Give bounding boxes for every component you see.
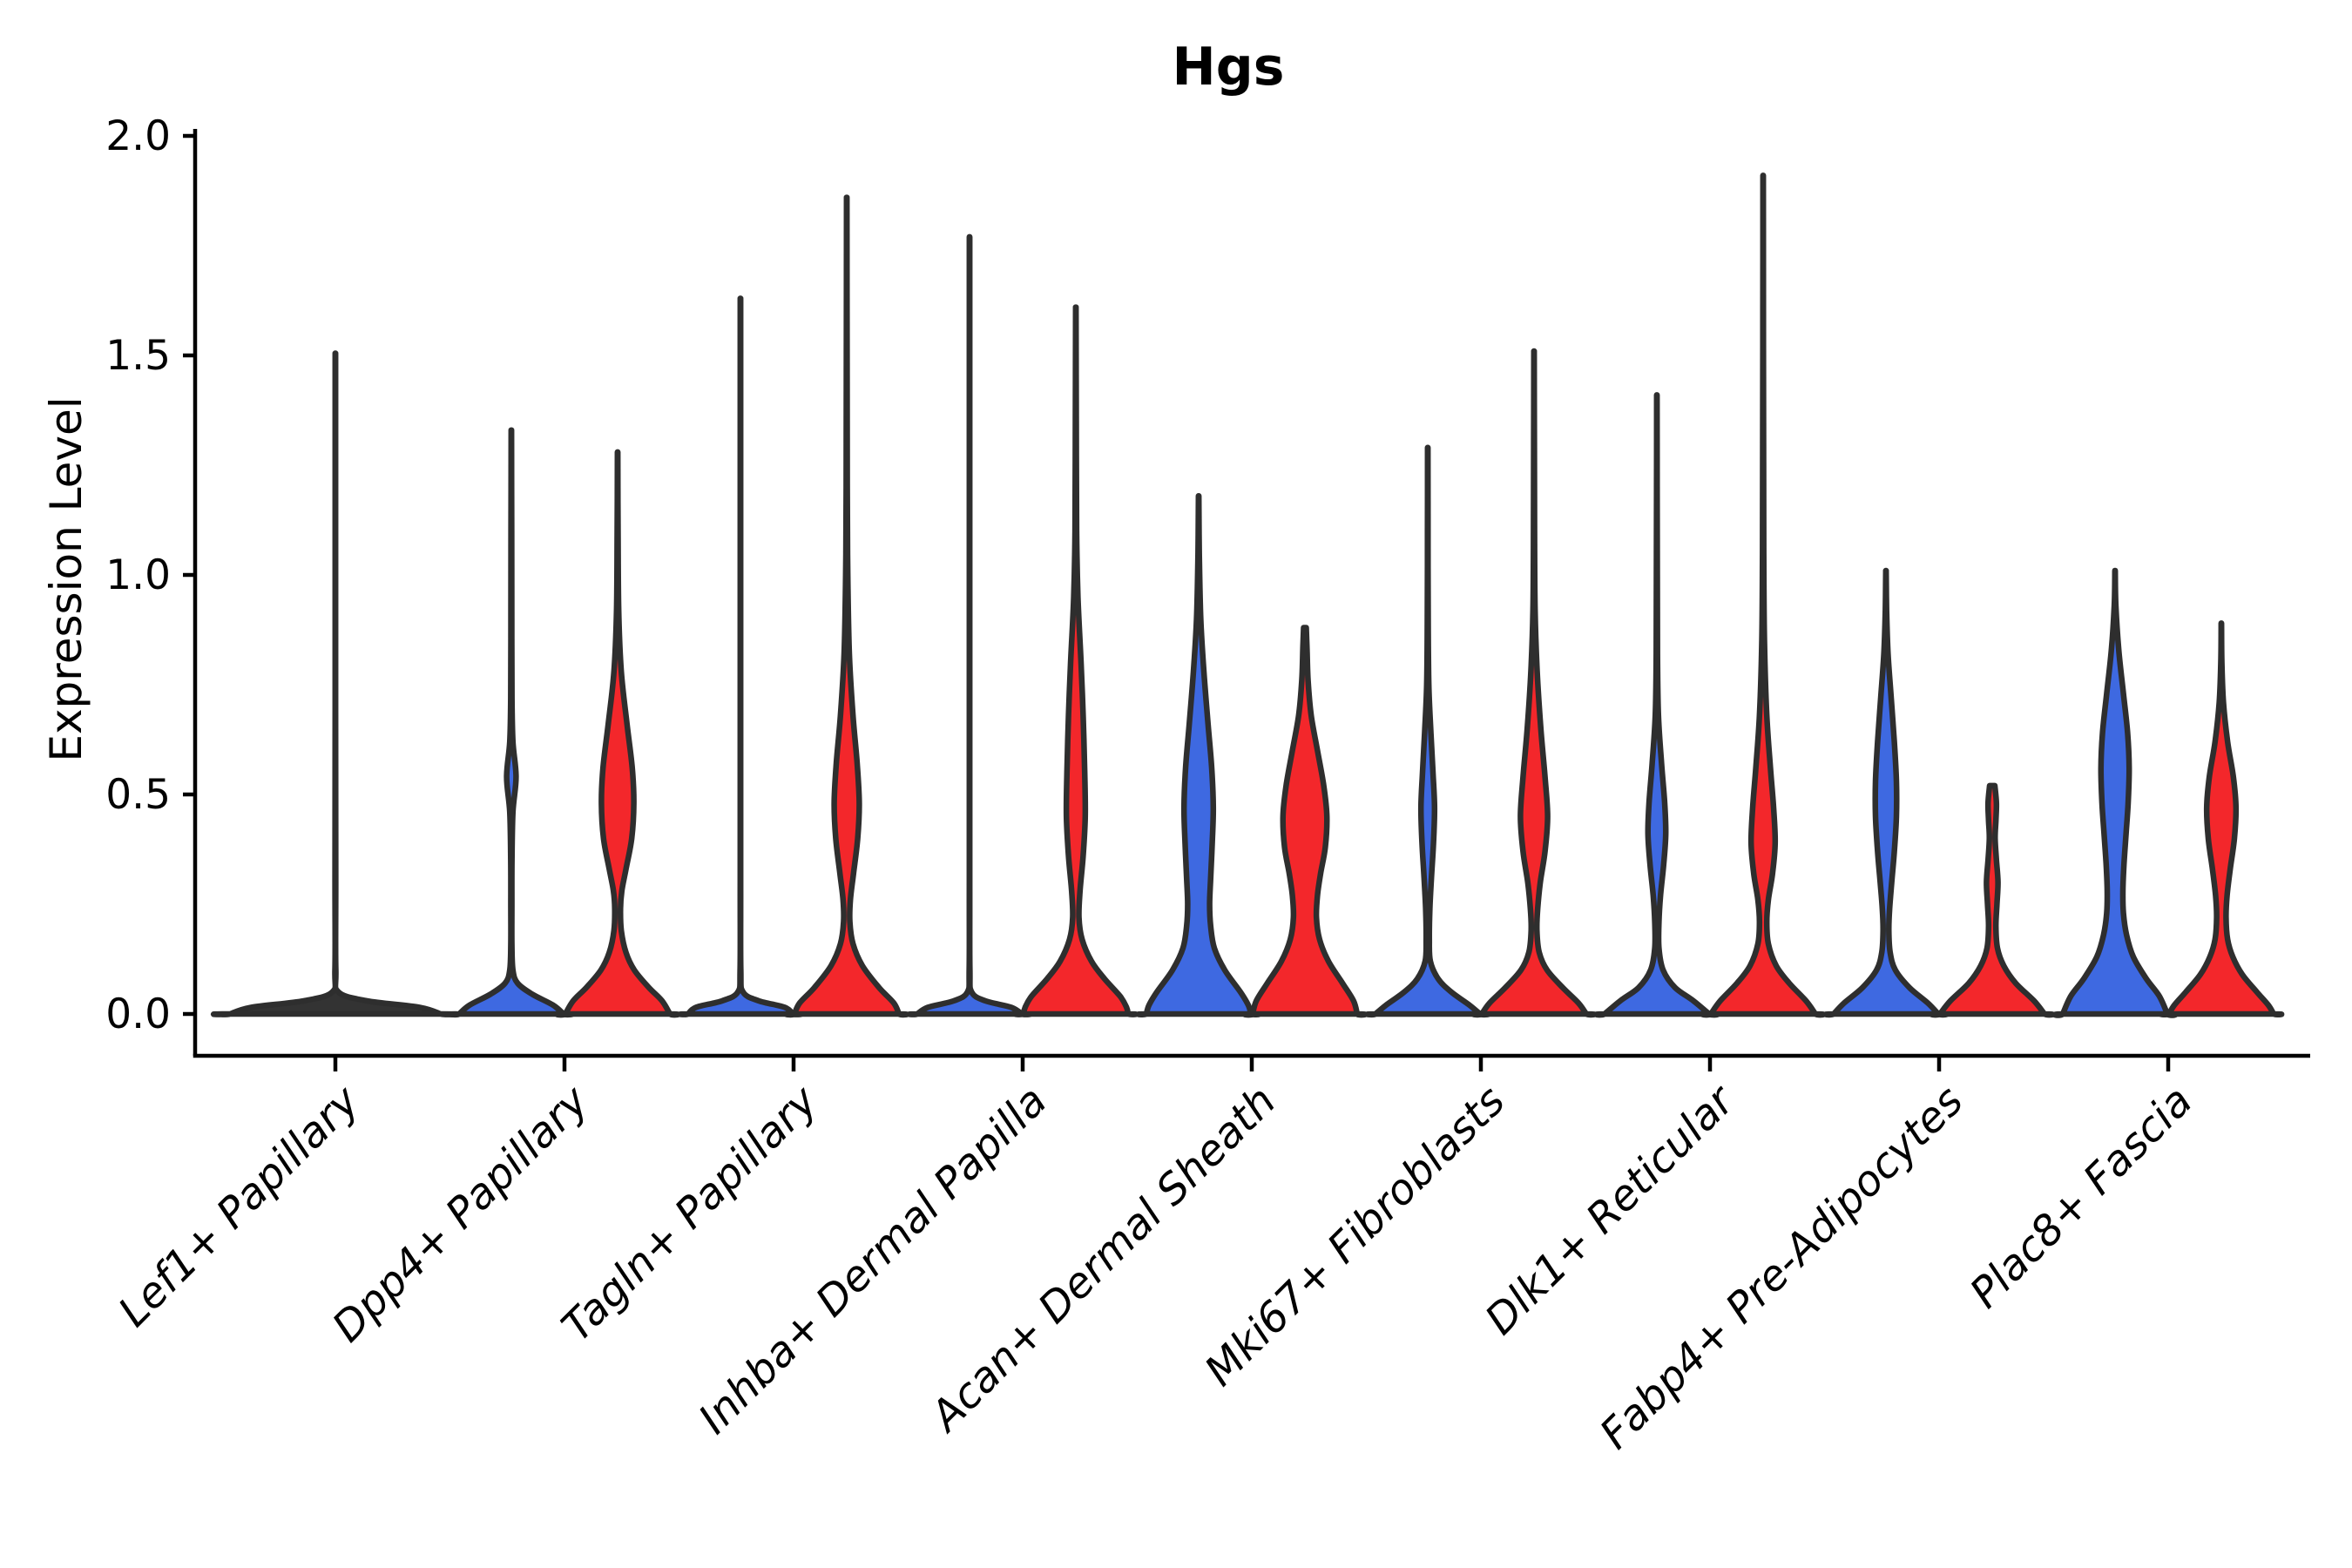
violin-dlk1-reticular-blue: [1593, 392, 1720, 1018]
y-tick-label: 2.0: [105, 112, 171, 160]
x-tick-label-dlk1-reticular: Dlk1+ Reticular: [1476, 1075, 1746, 1345]
x-tick-label-dpp4-papillary: Dpp4+ Papillary: [323, 1076, 598, 1351]
violin-dpp4-papillary-red: [554, 449, 681, 1018]
violin-inhba-dermal-papilla-red: [1012, 304, 1139, 1017]
violin-tagln-papillary-red: [783, 194, 910, 1018]
violin-acan-dermal-sheath-blue: [1135, 493, 1262, 1017]
violin-acan-dermal-sheath-red: [1241, 625, 1369, 1018]
violin-fabp4-pre-adipocytes-red: [1929, 782, 2056, 1018]
violin-dpp4-papillary-blue: [448, 427, 575, 1017]
x-tick-label-lef1-papillary: Lef1+ Papillary: [109, 1076, 369, 1336]
violin-inhba-dermal-papilla-blue: [906, 233, 1033, 1017]
violin-dlk1-reticular-red: [1700, 172, 1827, 1018]
violin-fabp4-pre-adipocytes-blue: [1822, 567, 1950, 1018]
violin-plac8-fascia-blue: [2051, 567, 2179, 1018]
violin-tagln-papillary-blue: [677, 295, 804, 1017]
x-tick-label-fabp4-pre-adipocytes: Fabp4+ Pre-Adipocytes: [1591, 1077, 1973, 1459]
chart-title: Hgs: [1172, 37, 1285, 98]
y-tick-label: 0.5: [105, 771, 171, 819]
x-tick-label-plac8-fascia: Plac8+ Fascia: [1961, 1077, 2202, 1318]
violin-lef1-papillary-single: [210, 350, 461, 1017]
x-tick-label-tagln-papillary: Tagln+ Papillary: [552, 1076, 828, 1351]
violin-mki67-fibroblasts-red: [1470, 348, 1598, 1018]
violin-plac8-fascia-red: [2158, 620, 2285, 1017]
violin-mki67-fibroblasts-blue: [1364, 444, 1491, 1017]
y-tick-label: 1.5: [105, 332, 171, 380]
y-tick-label: 1.0: [105, 551, 171, 599]
y-tick-label: 0.0: [105, 990, 171, 1038]
